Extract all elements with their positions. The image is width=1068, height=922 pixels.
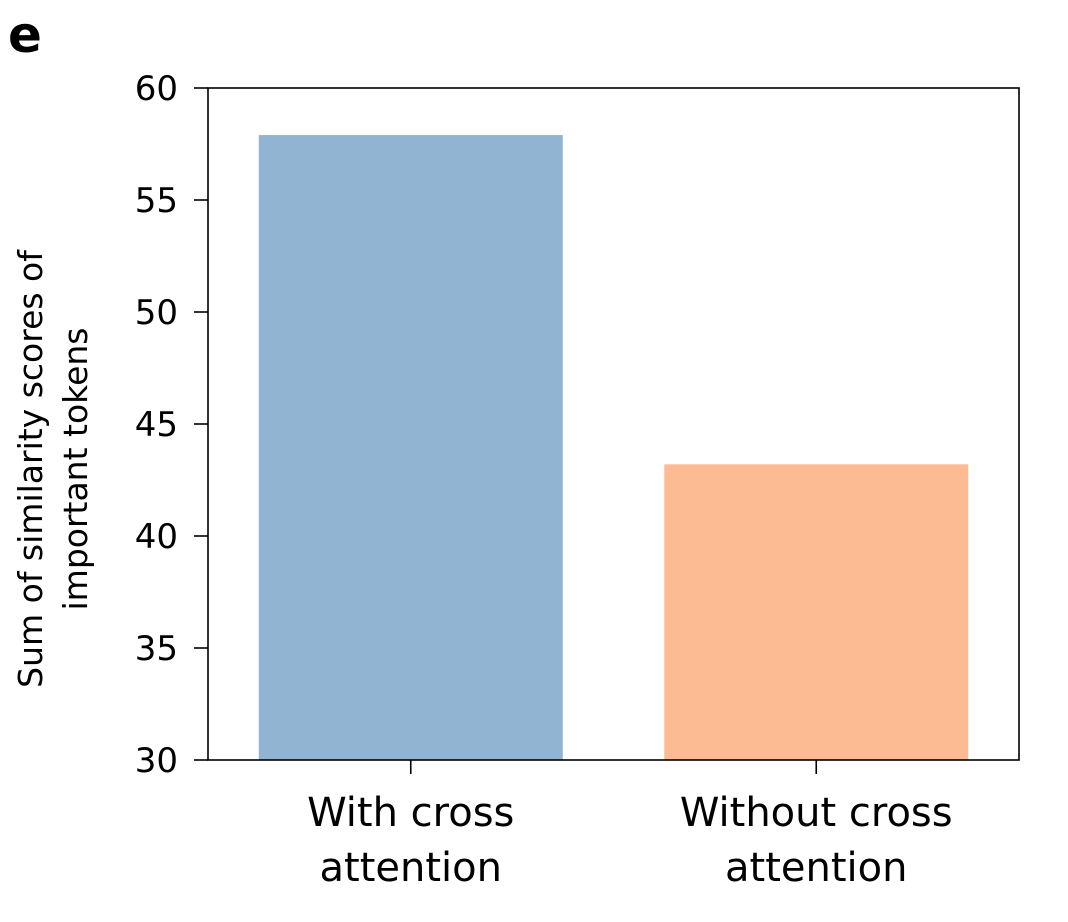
bars-group: [258, 135, 969, 761]
y-tick-label: 35: [135, 629, 178, 669]
y-axis-title-line: Sum of similarity scores of: [11, 249, 50, 688]
panel-label: e: [8, 6, 42, 64]
y-tick-label: 30: [135, 741, 178, 781]
y-tick-label: 40: [135, 517, 178, 557]
y-axis-title: Sum of similarity scores of important tok…: [11, 249, 95, 688]
y-tick-label: 55: [135, 181, 178, 221]
y-tick-label: 50: [135, 293, 178, 333]
x-tick-label: With cross: [307, 790, 514, 836]
x-axis: With cross attention Without cross attentio…: [307, 760, 953, 891]
x-tick-label: attention: [725, 845, 907, 891]
bar-1: [258, 135, 563, 761]
x-tick-label: attention: [320, 845, 502, 891]
x-tick-label: Without cross: [680, 790, 953, 836]
y-tick-label: 60: [135, 69, 178, 109]
y-axis-title-line: important tokens: [56, 328, 95, 611]
y-tick-label: 45: [135, 405, 178, 445]
y-axis: 30 35 40 45 50 55 60: [135, 69, 208, 781]
bar-2: [664, 464, 969, 760]
